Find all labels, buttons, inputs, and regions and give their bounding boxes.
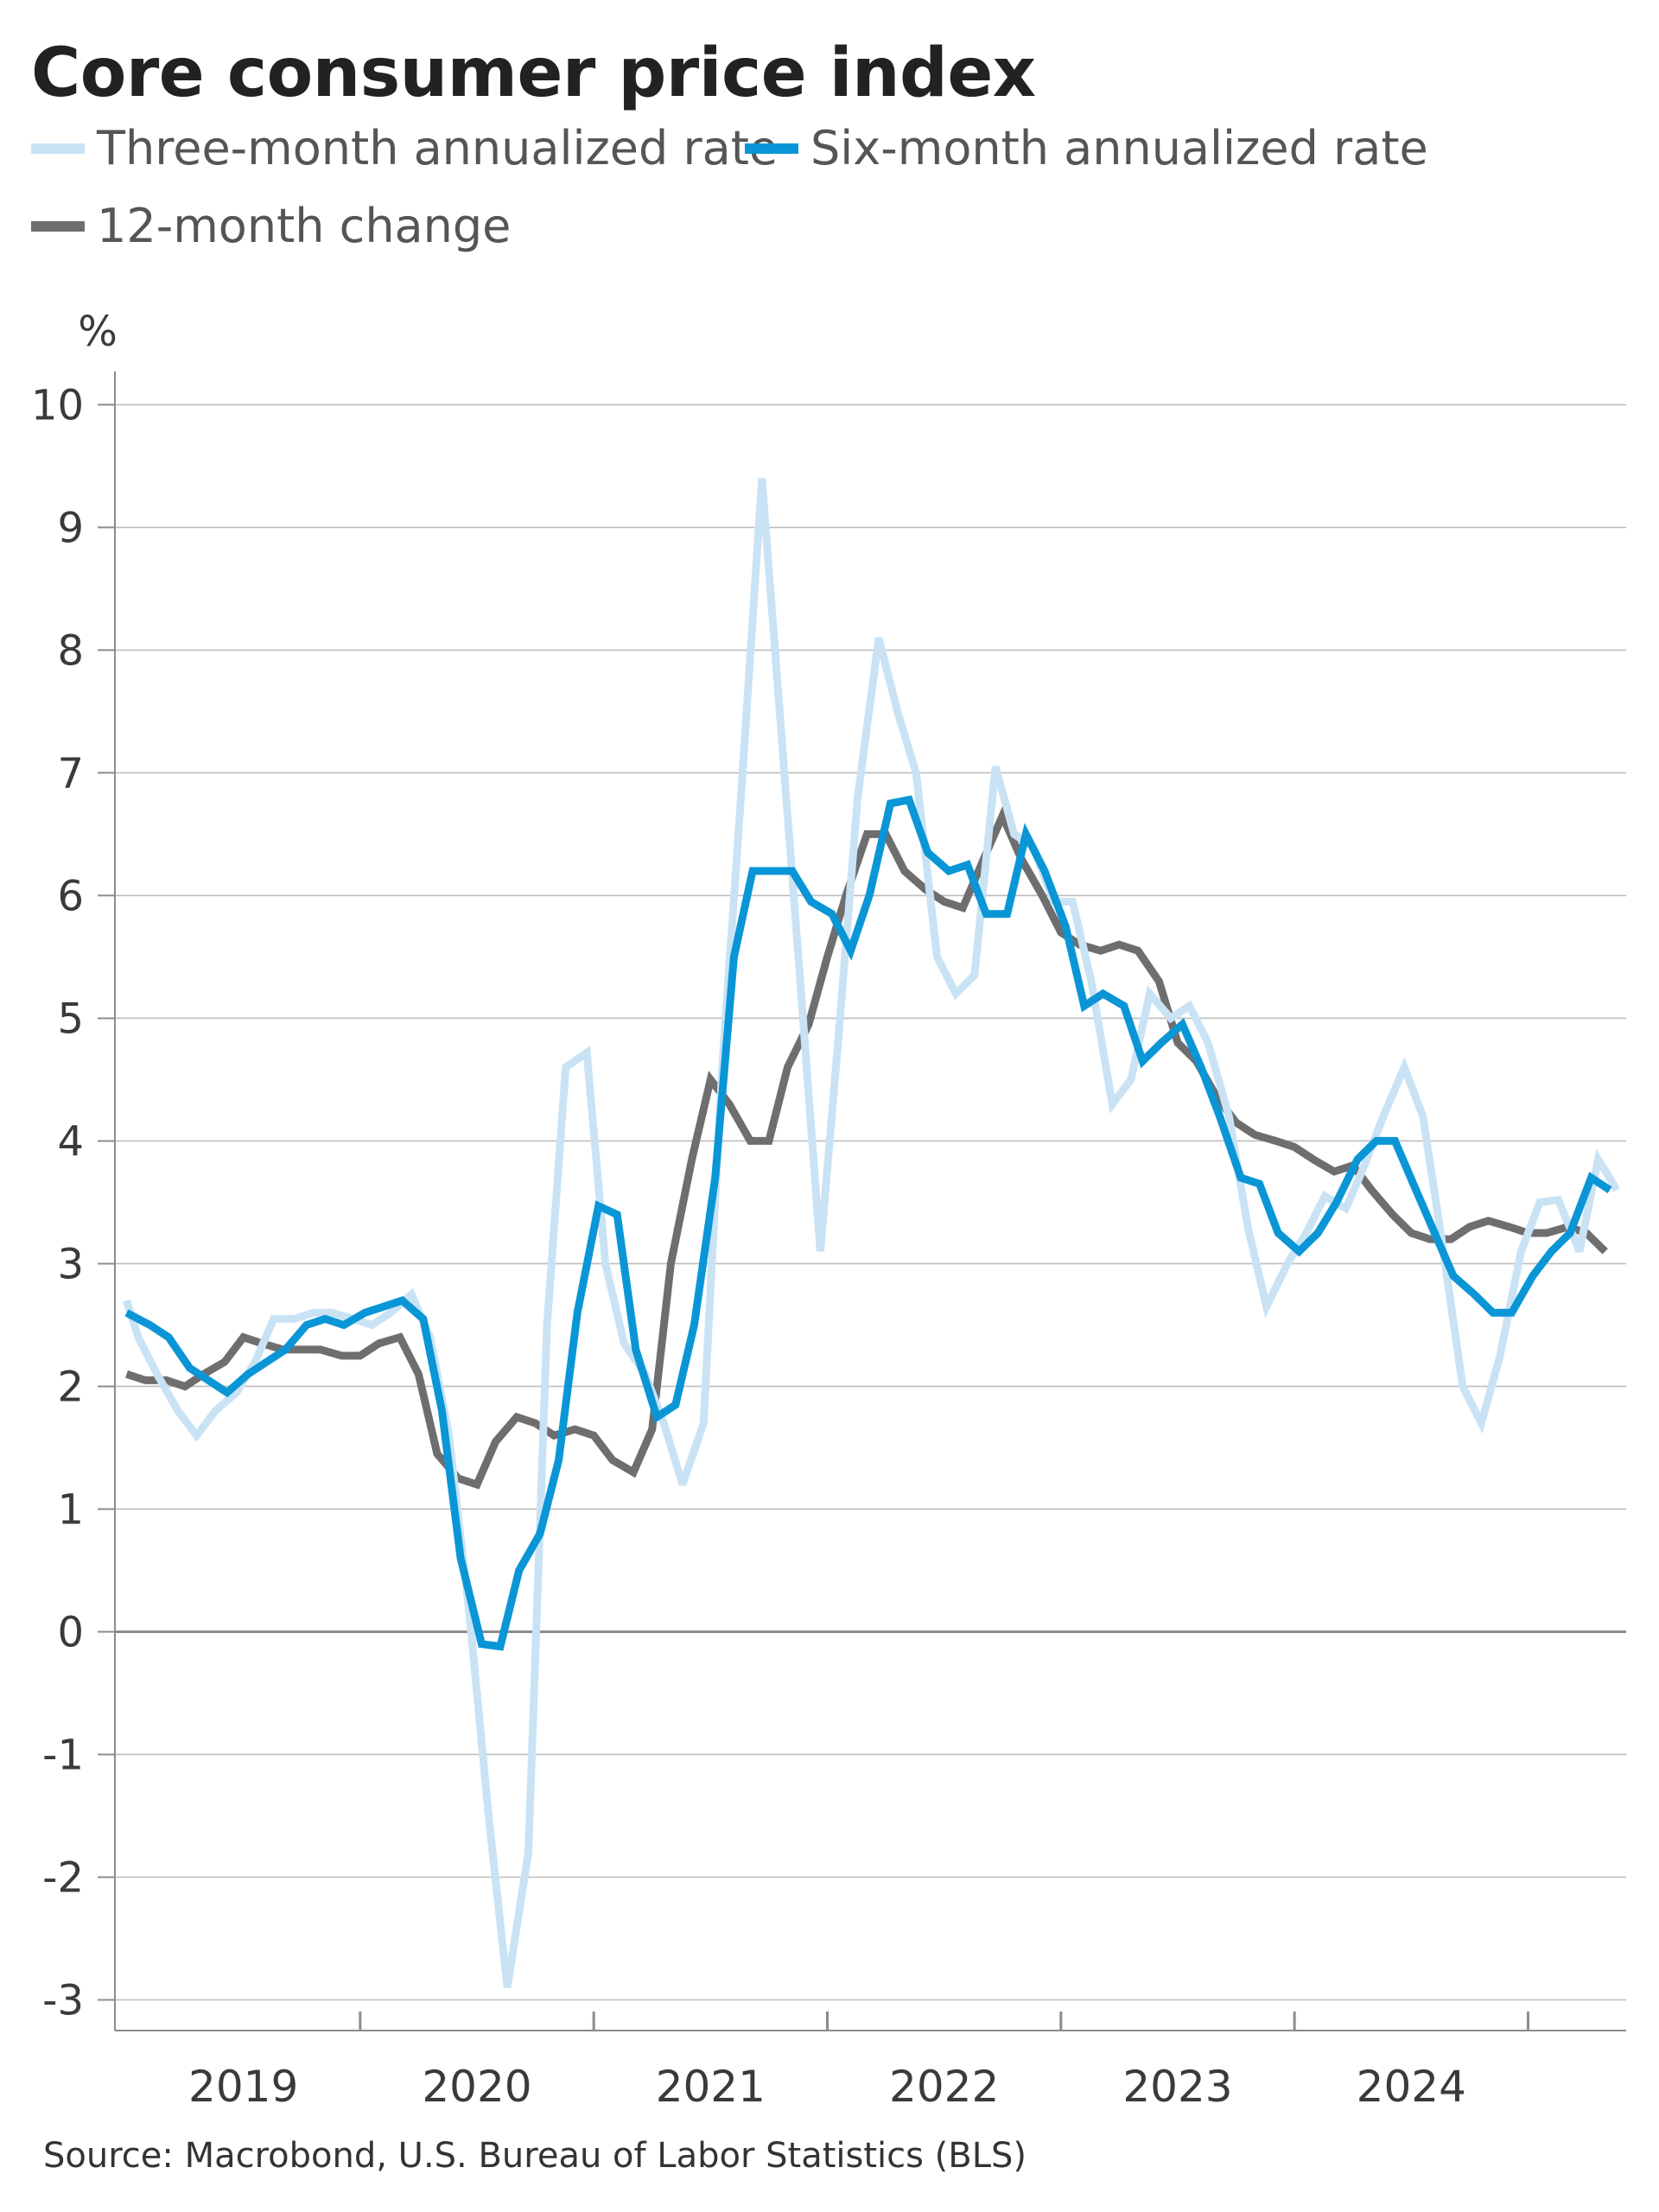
legend-swatch-six-month bbox=[745, 143, 798, 154]
y-tick-label: 1 bbox=[57, 1485, 84, 1534]
x-tick-label: 2020 bbox=[422, 2062, 531, 2112]
y-tick-label: 10 bbox=[31, 381, 84, 429]
x-tick-label: 2022 bbox=[889, 2062, 999, 2112]
y-tick-label: 2 bbox=[57, 1363, 84, 1411]
y-tick-label: 9 bbox=[57, 504, 84, 552]
series-line-three-month-annualized-rate bbox=[123, 478, 1621, 1988]
axis-layer bbox=[98, 372, 1626, 2031]
x-tick-label: 2021 bbox=[656, 2062, 766, 2112]
y-tick-label: -3 bbox=[42, 1976, 84, 2024]
legend-label-six-month: Six-month annualized rate bbox=[810, 121, 1428, 175]
x-tick-label: 2024 bbox=[1357, 2062, 1466, 2112]
y-tick-label: 7 bbox=[57, 749, 84, 798]
series-layer bbox=[123, 478, 1621, 1988]
y-tick-label: 5 bbox=[57, 995, 84, 1043]
y-tick-label: 6 bbox=[57, 872, 84, 920]
legend-item-three-month: Three-month annualized rate bbox=[31, 121, 778, 175]
x-tick-label: 2023 bbox=[1122, 2062, 1232, 2112]
series-line-six-month-annualized-rate bbox=[124, 795, 1612, 1651]
y-tick-label: 4 bbox=[57, 1117, 84, 1166]
legend-item-six-month: Six-month annualized rate bbox=[745, 121, 1428, 175]
y-axis-unit-label: % bbox=[78, 308, 118, 356]
y-tick-label: 0 bbox=[57, 1608, 84, 1656]
legend-swatch-12-month bbox=[31, 220, 85, 232]
grid-layer bbox=[115, 404, 1626, 2001]
legend-swatch-three-month bbox=[31, 143, 85, 154]
legend-label-12-month: 12-month change bbox=[97, 199, 512, 253]
source-note: Source: Macrobond, U.S. Bureau of Labor … bbox=[43, 2136, 1027, 2176]
y-tick-label: -1 bbox=[42, 1731, 84, 1779]
chart-title: Core consumer price index bbox=[31, 35, 1036, 112]
x-tick-label: 2019 bbox=[188, 2062, 298, 2112]
legend-label-three-month: Three-month annualized rate bbox=[97, 121, 779, 175]
y-tick-label: 8 bbox=[57, 626, 84, 675]
y-tick-label: -2 bbox=[42, 1853, 84, 1902]
y-tick-label: 3 bbox=[57, 1240, 84, 1288]
legend-item-12-month: 12-month change bbox=[31, 199, 511, 253]
